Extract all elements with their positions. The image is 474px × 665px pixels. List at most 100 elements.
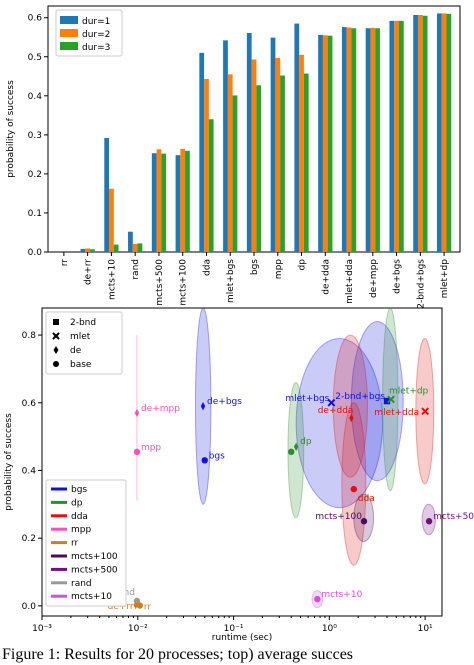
bar-dur=3 (113, 244, 119, 252)
bar-legend-swatch (60, 16, 78, 24)
point-diamond-marker (293, 442, 299, 451)
bar-y-ticks: 0.0 0.1 0.2 0.3 0.4 0.5 0.6 (28, 14, 48, 258)
bar-legend-swatch (60, 42, 78, 50)
bar-dur=2 (132, 243, 138, 252)
point-diamond-marker (349, 413, 354, 423)
scatter-x-tick-label: 10⁻¹ (224, 624, 244, 634)
bar-dur=3 (232, 95, 238, 253)
uncertainty-ellipse (332, 334, 368, 478)
bar-dur=1 (223, 40, 228, 252)
point-label: dda (358, 494, 375, 504)
bar-dur=2 (227, 74, 233, 252)
scatter-plot-frame (41, 307, 443, 617)
point-x-marker (327, 398, 336, 407)
bar-legend-label: dur=1 (82, 17, 110, 27)
point-x-marker (421, 407, 430, 416)
point-x-marker (387, 395, 395, 404)
color-legend-label: dda (71, 512, 88, 522)
figure-caption: Figure 1: Results for 20 processes; top)… (2, 646, 354, 663)
bar-category-label: de+bgs (393, 259, 403, 294)
bar-category-label: mlet+bgs (226, 259, 236, 303)
bar-dur=3 (256, 85, 262, 253)
point-circle-marker (425, 518, 433, 525)
legend-circle-marker (53, 361, 59, 367)
bar-category-label: de+dda (321, 259, 331, 295)
bar-dur=2 (109, 188, 114, 252)
scatter-y-tick-label: 0.2 (22, 534, 36, 544)
bar-dur=2 (441, 13, 447, 252)
bar-chart: probability of success 0.00.10.20.30.40.… (6, 5, 461, 309)
bar-legend-label: dur=2 (82, 30, 110, 40)
bar-dur=2 (156, 149, 162, 252)
legend-x-marker (52, 332, 60, 340)
point-circle-marker (360, 518, 368, 525)
bar-dur=3 (90, 249, 95, 252)
bar-dur=2 (275, 57, 281, 252)
point-diamond-marker (133, 600, 138, 610)
bar-dur=2 (417, 14, 423, 252)
bar-category-label: dda (202, 259, 212, 276)
bar-marks (80, 13, 452, 253)
bar-dur=3 (398, 20, 404, 253)
marker-legend-label: 2-bnd (70, 318, 96, 328)
bar-category-label: dp (298, 259, 308, 271)
scatter-x-tick-label: 10⁰ (322, 624, 337, 634)
bar-dur=1 (389, 20, 395, 253)
point-label: mcts+10 (321, 590, 362, 600)
color-legend-label: mcts+10 (71, 592, 112, 602)
scatter-y-axis-label: probability of success (4, 413, 14, 511)
point-label: mpp (141, 443, 161, 453)
point-label: mlet+dda (374, 408, 419, 418)
bar-dur=2 (85, 248, 91, 252)
bar-dur=1 (199, 52, 205, 252)
scatter-x-tick-label: 10⁻³ (32, 624, 52, 634)
point-label: de+bgs (207, 397, 242, 407)
point-square-marker (383, 397, 391, 405)
bar-dur=1 (318, 34, 323, 253)
color-legend-label: mcts+100 (71, 552, 118, 562)
bar-dur=3 (303, 73, 309, 252)
scatter-y-tick-label: 0.0 (22, 602, 37, 612)
marker-legend-label: base (70, 360, 92, 370)
bar-category-label: 2-bnd+bgs (416, 259, 426, 309)
bar-dur=3 (137, 243, 143, 252)
point-label: rr (144, 603, 152, 613)
bar-y-tick-label: 0.6 (28, 14, 43, 24)
bar-y-tick-label: 0.4 (28, 92, 43, 102)
uncertainty-ellipse (341, 402, 367, 566)
marker-legend-label: mlet (70, 332, 91, 342)
bar-category-label: de+mpp (369, 259, 379, 298)
scatter-x-axis-label: runtime (sec) (212, 633, 273, 643)
point-label: bgs (209, 451, 225, 461)
point-label: mlet+bgs (285, 394, 329, 404)
bar-category-label: mcts+500 (155, 259, 165, 306)
scatter-x-tick-label: 10¹ (418, 624, 433, 634)
color-legend-label: rand (71, 579, 92, 589)
bar-dur=1 (128, 231, 133, 252)
point-label: 2-bnd+bgs (335, 392, 385, 402)
color-legend-label: rr (71, 539, 79, 549)
bar-dur=2 (204, 79, 209, 253)
bar-dur=3 (161, 153, 167, 252)
point-label: mlet+dp (389, 386, 429, 396)
bar-dur=1 (151, 153, 157, 252)
bar-dur=2 (251, 59, 257, 252)
scatter-x-ticks: 10⁻³ 10⁻² 10⁻¹ 10⁰ 10¹ (32, 616, 433, 634)
point-circle-marker (201, 457, 208, 464)
uncertainty-ellipse (295, 337, 384, 509)
scatter-x-tick-label: 10⁻² (128, 624, 148, 634)
bar-dur=3 (446, 13, 452, 252)
bar-dur=2 (346, 27, 352, 252)
bar-dur=1 (365, 28, 371, 253)
bar-category-label: mpp (274, 259, 284, 279)
bar-dur=2 (299, 54, 304, 252)
bar-dur=1 (270, 37, 276, 252)
point-circle-marker (314, 595, 321, 603)
bar-legend: dur=1 dur=2 dur=3 (55, 9, 123, 57)
bar-dur=1 (80, 248, 86, 252)
bar-dur=3 (375, 28, 380, 253)
scatter-y-tick-label: 0.4 (22, 466, 37, 476)
bar-y-tick-label: 0.3 (28, 131, 42, 141)
bar-dur=1 (294, 23, 300, 253)
bar-dur=1 (413, 14, 418, 252)
